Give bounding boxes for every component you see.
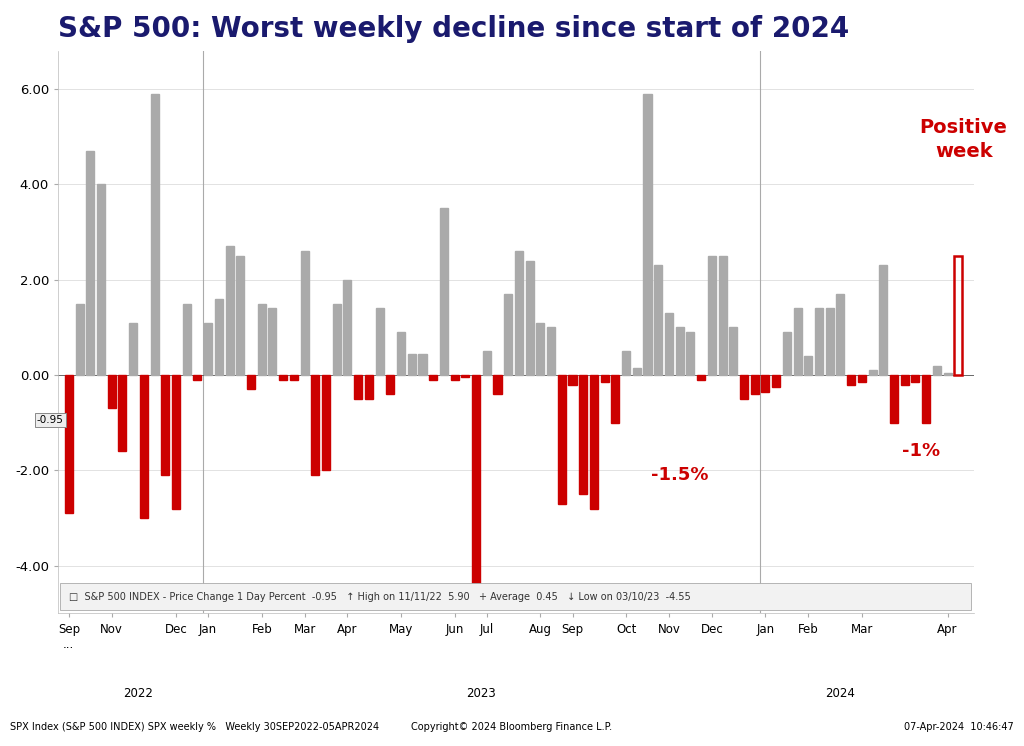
Text: SPX Index (S&P 500 INDEX) SPX weekly %   Weekly 30SEP2022-05APR2024: SPX Index (S&P 500 INDEX) SPX weekly % W…: [10, 721, 379, 732]
Bar: [451, 375, 459, 380]
Bar: [762, 375, 769, 392]
Bar: [794, 308, 802, 375]
Bar: [97, 184, 105, 375]
Bar: [440, 208, 447, 375]
Bar: [911, 375, 920, 382]
Bar: [343, 280, 351, 375]
Bar: [65, 375, 73, 513]
Bar: [301, 251, 308, 375]
Bar: [225, 246, 233, 375]
Bar: [322, 375, 330, 471]
Bar: [654, 266, 663, 375]
Bar: [568, 375, 577, 385]
Bar: [590, 375, 598, 509]
Bar: [408, 354, 416, 375]
Bar: [140, 375, 147, 518]
Bar: [182, 304, 190, 375]
Bar: [580, 375, 587, 495]
Bar: [504, 294, 512, 375]
Bar: [858, 375, 866, 382]
Text: Copyright© 2024 Bloomberg Finance L.P.: Copyright© 2024 Bloomberg Finance L.P.: [412, 721, 612, 732]
Bar: [954, 256, 963, 375]
Bar: [868, 370, 877, 375]
Text: 07-Apr-2024  10:46:47: 07-Apr-2024 10:46:47: [904, 721, 1014, 732]
Bar: [472, 375, 480, 592]
Text: 2023: 2023: [467, 686, 497, 700]
Bar: [740, 375, 748, 399]
Text: -0.95: -0.95: [37, 416, 63, 425]
Bar: [633, 368, 641, 375]
Bar: [204, 323, 212, 375]
Bar: [815, 308, 823, 375]
Bar: [258, 304, 266, 375]
Bar: [386, 375, 394, 394]
Text: 2022: 2022: [124, 686, 154, 700]
Bar: [247, 375, 255, 389]
Bar: [537, 323, 545, 375]
Bar: [943, 373, 951, 375]
Bar: [601, 375, 608, 382]
Bar: [880, 266, 887, 375]
Bar: [751, 375, 759, 394]
Bar: [772, 375, 780, 387]
Bar: [708, 256, 716, 375]
Bar: [515, 251, 523, 375]
Text: 2024: 2024: [825, 686, 855, 700]
Bar: [547, 327, 555, 375]
Bar: [365, 375, 373, 399]
Bar: [397, 332, 406, 375]
Bar: [354, 375, 362, 399]
Bar: [419, 354, 427, 375]
Bar: [719, 256, 727, 375]
Bar: [611, 375, 620, 423]
Bar: [643, 94, 651, 375]
Bar: [901, 375, 908, 385]
Bar: [558, 375, 566, 504]
Text: Positive
week: Positive week: [920, 118, 1008, 160]
Bar: [108, 375, 116, 409]
Bar: [162, 375, 169, 475]
Bar: [482, 351, 490, 375]
Bar: [676, 327, 684, 375]
Bar: [922, 375, 930, 423]
Bar: [194, 375, 202, 380]
Bar: [119, 375, 127, 451]
Bar: [494, 375, 502, 394]
Bar: [311, 375, 319, 475]
Bar: [86, 151, 94, 375]
Bar: [837, 294, 845, 375]
Bar: [76, 304, 84, 375]
Bar: [782, 332, 791, 375]
Bar: [429, 375, 437, 380]
Bar: [129, 323, 137, 375]
Bar: [729, 327, 737, 375]
Bar: [172, 375, 180, 509]
Bar: [665, 313, 673, 375]
Bar: [280, 375, 287, 380]
Bar: [847, 375, 855, 385]
Bar: [215, 299, 223, 375]
FancyBboxPatch shape: [60, 583, 971, 610]
Bar: [686, 332, 694, 375]
Bar: [376, 308, 384, 375]
Bar: [151, 94, 159, 375]
Bar: [804, 356, 812, 375]
Text: □  S&P 500 INDEX - Price Change 1 Day Percent  -0.95   ↑ High on 11/11/22  5.90 : □ S&P 500 INDEX - Price Change 1 Day Per…: [69, 592, 690, 602]
Bar: [622, 351, 630, 375]
Bar: [933, 366, 941, 375]
Bar: [290, 375, 298, 380]
Bar: [462, 375, 469, 377]
Bar: [333, 304, 341, 375]
Bar: [525, 260, 534, 375]
Bar: [825, 308, 834, 375]
Bar: [268, 308, 276, 375]
Bar: [697, 375, 706, 380]
Bar: [237, 256, 245, 375]
Text: -1.5%: -1.5%: [651, 466, 709, 484]
Bar: [890, 375, 898, 423]
Text: -1%: -1%: [902, 442, 940, 460]
Text: S&P 500: Worst weekly decline since start of 2024: S&P 500: Worst weekly decline since star…: [58, 15, 849, 43]
